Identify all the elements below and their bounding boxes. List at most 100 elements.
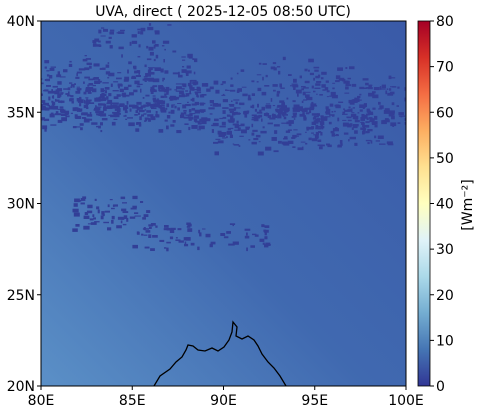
cloud-patch [354, 142, 358, 146]
cloud-patch [194, 81, 199, 85]
cloud-patch [345, 86, 349, 90]
cloud-patch [92, 84, 96, 87]
cloud-patch [191, 125, 198, 129]
cloud-patch [362, 107, 365, 109]
cloud-patch [139, 116, 142, 121]
cloud-patch [265, 103, 271, 105]
cloud-patch [348, 99, 355, 104]
cloud-patch [147, 114, 154, 117]
cloud-patch [233, 99, 240, 101]
cloud-patch [229, 134, 233, 138]
cloud-patch [246, 110, 250, 113]
cloud-patch [155, 54, 159, 59]
map-title: UVA, direct ( 2025-12-05 08:50 UTC) [95, 4, 351, 20]
colorbar-tick-label: 80 [436, 14, 454, 30]
cloud-patch [75, 115, 82, 119]
cloud-patch [181, 56, 186, 58]
cloud-patch [222, 116, 227, 119]
uva-field [41, 21, 406, 386]
cloud-patch [138, 110, 145, 113]
cloud-patch [293, 129, 298, 131]
cloud-patch [386, 119, 390, 123]
cloud-patch [106, 102, 113, 105]
cloud-patch [74, 200, 82, 202]
cloud-patch [296, 104, 299, 108]
cloud-patch [137, 28, 141, 31]
cloud-patch [315, 131, 319, 135]
cloud-patch [87, 84, 90, 87]
cloud-patch [196, 87, 201, 92]
cloud-patch [75, 90, 80, 94]
cloud-patch [198, 229, 201, 234]
cloud-patch [351, 127, 354, 130]
cloud-patch [232, 123, 239, 126]
cloud-patch [255, 134, 261, 138]
cloud-patch [342, 119, 347, 121]
cloud-patch [104, 210, 110, 213]
y-tick-label: 25N [7, 288, 35, 304]
cloud-patch [57, 94, 61, 99]
cloud-patch [127, 84, 132, 87]
cloud-patch [273, 124, 280, 127]
cloud-patch [81, 117, 86, 119]
cloud-patch [367, 142, 370, 145]
cloud-patch [236, 72, 239, 75]
cloud-patch [154, 67, 161, 71]
cloud-patch [89, 65, 92, 69]
cloud-patch [148, 117, 150, 121]
cloud-patch [213, 80, 219, 85]
cloud-patch [160, 104, 165, 106]
cloud-patch [304, 107, 311, 109]
cloud-patch [260, 130, 267, 134]
cloud-patch [331, 94, 338, 99]
cloud-patch [138, 72, 140, 75]
cloud-patch [149, 51, 154, 56]
cloud-patch [187, 223, 192, 227]
cloud-patch [165, 86, 170, 91]
cloud-patch [332, 115, 335, 117]
cloud-patch [112, 102, 119, 105]
cloud-patch [182, 83, 187, 88]
cloud-patch [262, 63, 267, 65]
cloud-patch [153, 44, 156, 49]
cloud-patch [148, 224, 154, 227]
cloud-patch [87, 223, 93, 225]
cloud-patch [78, 68, 86, 71]
cloud-patch [152, 235, 158, 238]
cloud-patch [72, 126, 77, 129]
cloud-patch [80, 202, 85, 205]
cloud-patch [181, 88, 185, 90]
cloud-patch [151, 107, 157, 109]
cloud-patch [135, 75, 141, 77]
colorbar-tick-label: 70 [436, 60, 454, 76]
cloud-patch [236, 89, 240, 93]
cloud-patch [397, 122, 401, 124]
cloud-patch [163, 59, 165, 63]
cloud-patch [124, 94, 130, 97]
cloud-patch [164, 93, 167, 96]
cloud-patch [398, 112, 404, 116]
cloud-patch [227, 128, 231, 131]
cloud-patch [166, 247, 169, 252]
cloud-patch [99, 67, 103, 70]
cloud-patch [383, 110, 390, 114]
cloud-patch [318, 131, 322, 134]
cloud-patch [316, 93, 318, 95]
cloud-patch [124, 86, 129, 90]
cloud-patch [144, 246, 150, 249]
cloud-patch [273, 89, 276, 92]
cloud-patch [54, 99, 60, 102]
cloud-patch [218, 133, 225, 137]
cloud-patch [391, 102, 395, 106]
cloud-patch [240, 123, 245, 127]
cloud-patch [209, 100, 214, 104]
cloud-patch [150, 90, 154, 94]
cloud-patch [226, 114, 231, 117]
cloud-patch [137, 112, 140, 115]
cloud-patch [279, 100, 285, 103]
cloud-patch [122, 223, 127, 226]
cloud-patch [106, 96, 109, 100]
cloud-patch [80, 127, 83, 131]
cloud-patch [123, 106, 129, 109]
cloud-patch [160, 68, 164, 73]
